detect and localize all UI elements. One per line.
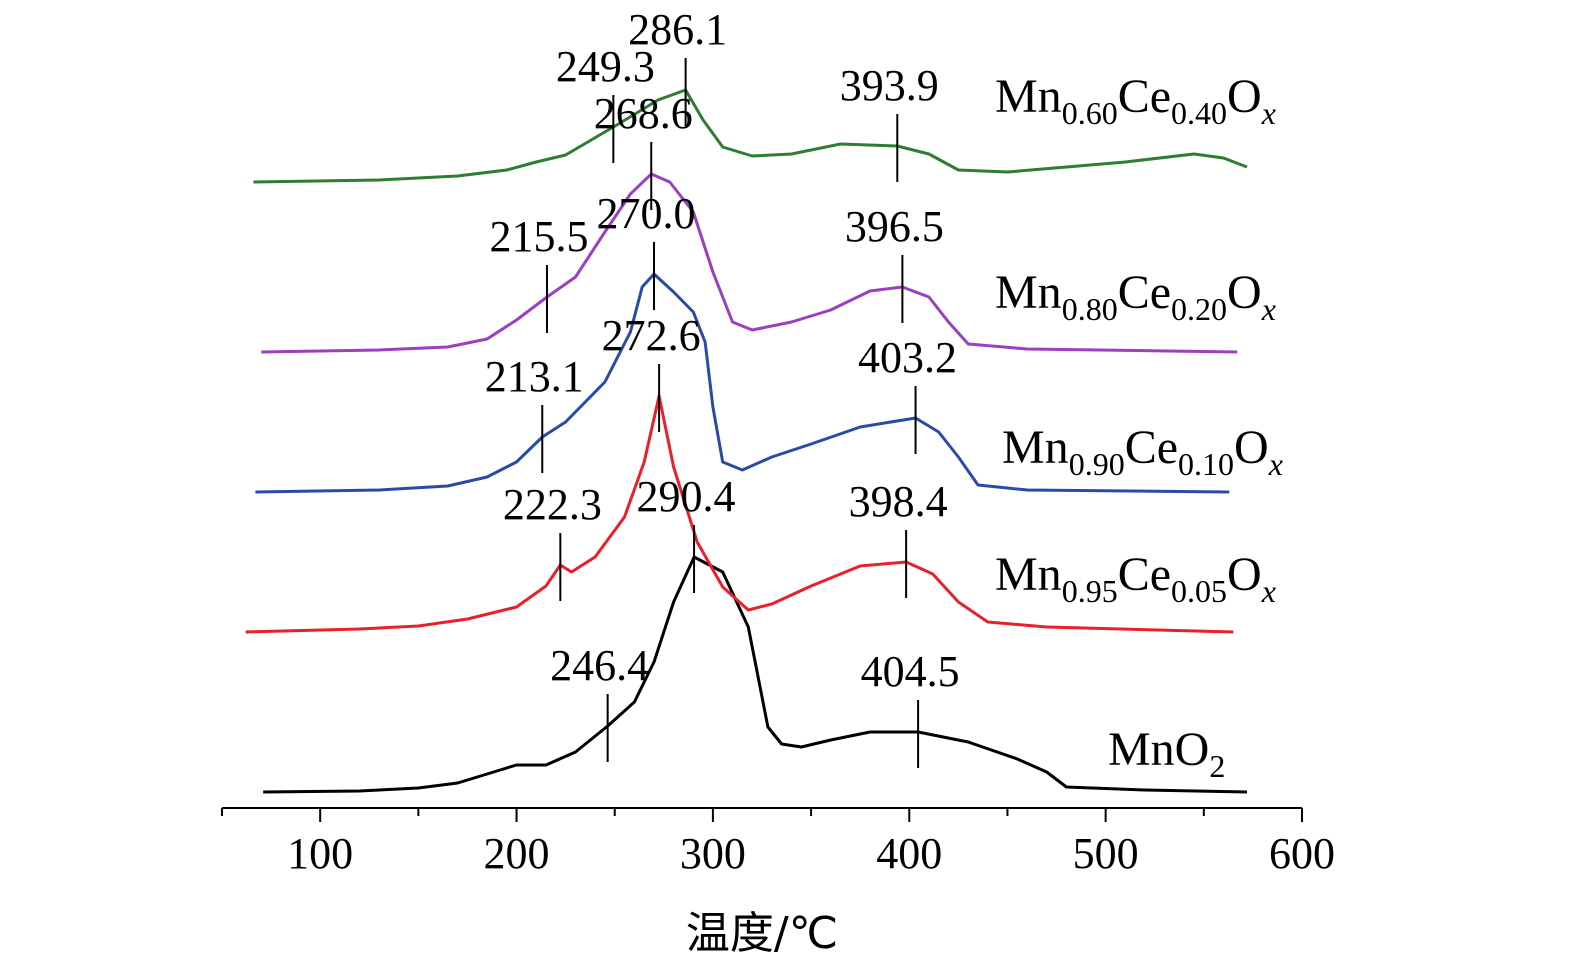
peak-label: 268.6 [594,89,693,138]
x-tick-label: 100 [287,829,353,878]
series-label-part: 0.20 [1171,291,1227,327]
series-label: Mn0.95Ce0.05Ox [995,548,1276,609]
series-label-part: 2 [1209,748,1225,784]
series-label-part: Ce [1125,421,1178,474]
peak-label: 215.5 [489,212,588,261]
x-axis-ticks: 100 200 300 400 500 600 [221,808,1335,878]
series-line [255,272,1230,494]
series-label-part: 0.95 [1062,573,1118,609]
peak-label: 404.5 [861,647,960,696]
series-label-part: Ce [1118,70,1171,123]
series-label: Mn0.90Ce0.10Ox [1002,421,1283,482]
series-label-part: 0.05 [1171,573,1227,609]
peak-label: 403.2 [858,333,957,382]
series-label-part: x [1261,291,1276,327]
peak-label: 398.4 [849,477,948,526]
series-label-part: 0.40 [1171,95,1227,131]
peak-label: 393.9 [840,61,939,110]
series-label-part: Mn [995,548,1062,601]
series-label-part: MnO [1108,723,1209,776]
peak-label: 249.3 [556,42,655,91]
series-label-part: x [1261,95,1276,131]
series-label-part: 0.80 [1062,291,1118,327]
x-axis-title: 温度/℃ [686,908,838,959]
peak-markers: 246.4 290.4 404.5 222.3 272.6 398.4 213.1 270.0… [485,5,960,768]
series-label-part: 0.60 [1062,95,1118,131]
x-tick-label: 500 [1073,829,1139,878]
series-label-part: Ce [1118,548,1171,601]
peak-label: 286.1 [628,5,727,54]
x-tick-label: 600 [1269,829,1335,878]
series-label-part: O [1227,70,1262,123]
series-label-part: O [1227,266,1262,319]
series-line [245,394,1234,634]
peak-label: 396.5 [845,202,944,251]
series-label: Mn0.60Ce0.40Ox [995,70,1276,131]
series-line [253,88,1248,184]
peak-label: 290.4 [637,472,736,521]
series-label: Mn0.80Ce0.20Ox [995,266,1276,327]
peak-label: 272.6 [602,311,701,360]
series-label-part: Mn [995,70,1062,123]
x-tick-label: 200 [484,829,550,878]
peak-label: 222.3 [503,480,602,529]
x-tick-label: 400 [876,829,942,878]
series-label-part: O [1234,421,1269,474]
series-line [261,172,1238,354]
series-label-part: 0.10 [1178,446,1234,482]
peak-label: 213.1 [485,352,584,401]
peak-label: 270.0 [597,189,696,238]
series-label-part: O [1227,548,1262,601]
series-label-part: Mn [995,266,1062,319]
series-label-part: x [1261,573,1276,609]
series-label: MnO2 [1108,723,1225,784]
series-layer [245,88,1248,794]
series-label-part: Mn [1002,421,1069,474]
series-label-part: x [1268,446,1283,482]
series-label-part: Ce [1118,266,1171,319]
series-line [263,555,1248,794]
x-tick-label: 300 [680,829,746,878]
series-label-part: 0.90 [1069,446,1125,482]
series-labels: MnO2Mn0.95Ce0.05OxMn0.90Ce0.10OxMn0.80Ce… [995,70,1283,784]
peak-label: 246.4 [550,641,649,690]
